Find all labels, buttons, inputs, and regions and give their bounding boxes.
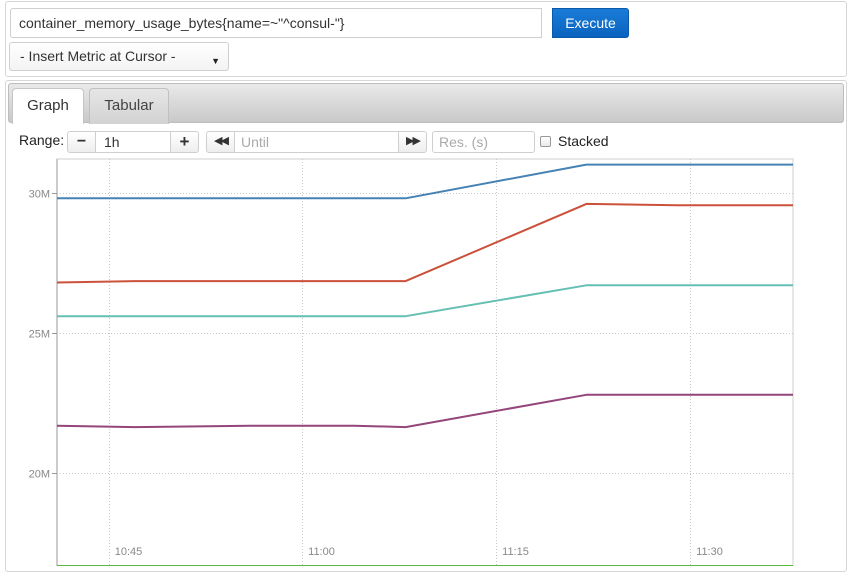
series-line-3 <box>57 285 793 316</box>
chart-area: 20M 25M 30M 10:45 11:00 11:15 11:30 <box>29 159 793 566</box>
series-line-2 <box>57 204 793 283</box>
series-line-4 <box>57 395 793 427</box>
x-tick-label: 11:00 <box>308 546 335 558</box>
plot-frame <box>57 159 793 566</box>
y-tick-label: 25M <box>29 329 50 341</box>
y-tick-label: 20M <box>29 469 50 481</box>
y-tick-label: 30M <box>29 189 50 201</box>
series-line-1 <box>57 165 793 199</box>
x-tick-label: 10:45 <box>115 546 143 558</box>
x-tick-label: 11:30 <box>696 546 723 558</box>
x-tick-label: 11:15 <box>502 546 529 558</box>
